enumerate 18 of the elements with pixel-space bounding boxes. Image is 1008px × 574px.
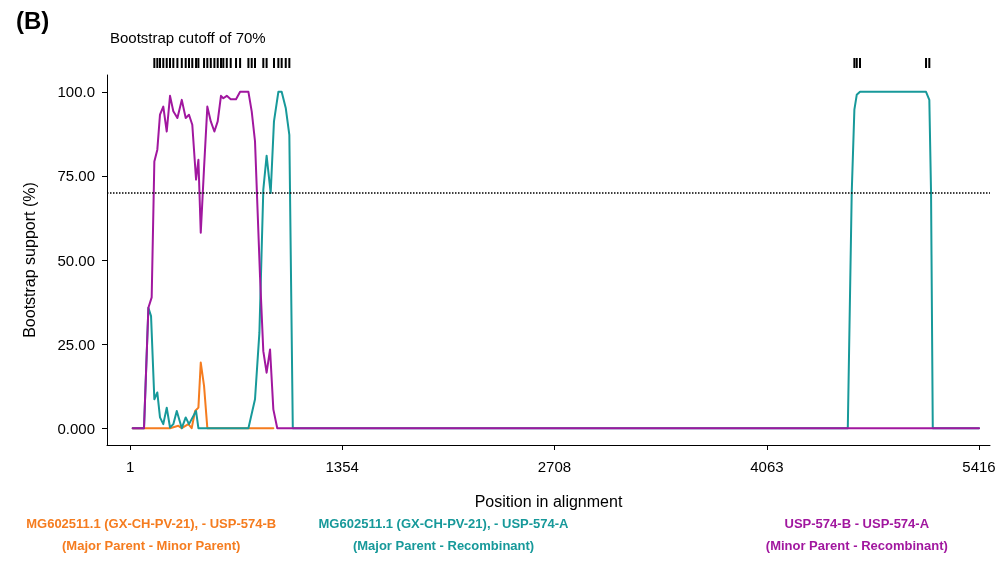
y-tick-label: 100.0 bbox=[57, 83, 95, 101]
ref-line-label: Bootstrap cutoff of 70% bbox=[110, 29, 266, 46]
x-tick-label: 2708 bbox=[537, 458, 572, 475]
y-tick-label: 0.000 bbox=[57, 419, 95, 437]
line-series bbox=[131, 90, 981, 430]
x-tick-label: 4063 bbox=[750, 458, 784, 475]
y-tick-label: 75.00 bbox=[57, 167, 95, 185]
y-tick-label: 50.00 bbox=[57, 251, 95, 269]
chart-title: (B) bbox=[16, 6, 50, 34]
x-axis-title: Position in alignment bbox=[474, 492, 623, 510]
x-tick-label: 5416 bbox=[962, 458, 996, 475]
text: USP-574-B - USP-574-A (Minor Parent - Recombinant) bbox=[765, 515, 948, 553]
y-axis-title: Bootstrap support (%) bbox=[20, 182, 38, 338]
x-tick-label: 1354 bbox=[325, 458, 359, 475]
text: MG602511.1 (GX-CH-PV-21), - USP-574-B (Major Parent - Minor Parent) bbox=[26, 515, 277, 553]
y-tick-label: 25.00 bbox=[57, 335, 95, 353]
x-tick-label: 1 bbox=[125, 458, 135, 475]
text: MG602511.1 (GX-CH-PV-21), - USP-574-A (Major Parent - Recombinant) bbox=[318, 515, 570, 553]
